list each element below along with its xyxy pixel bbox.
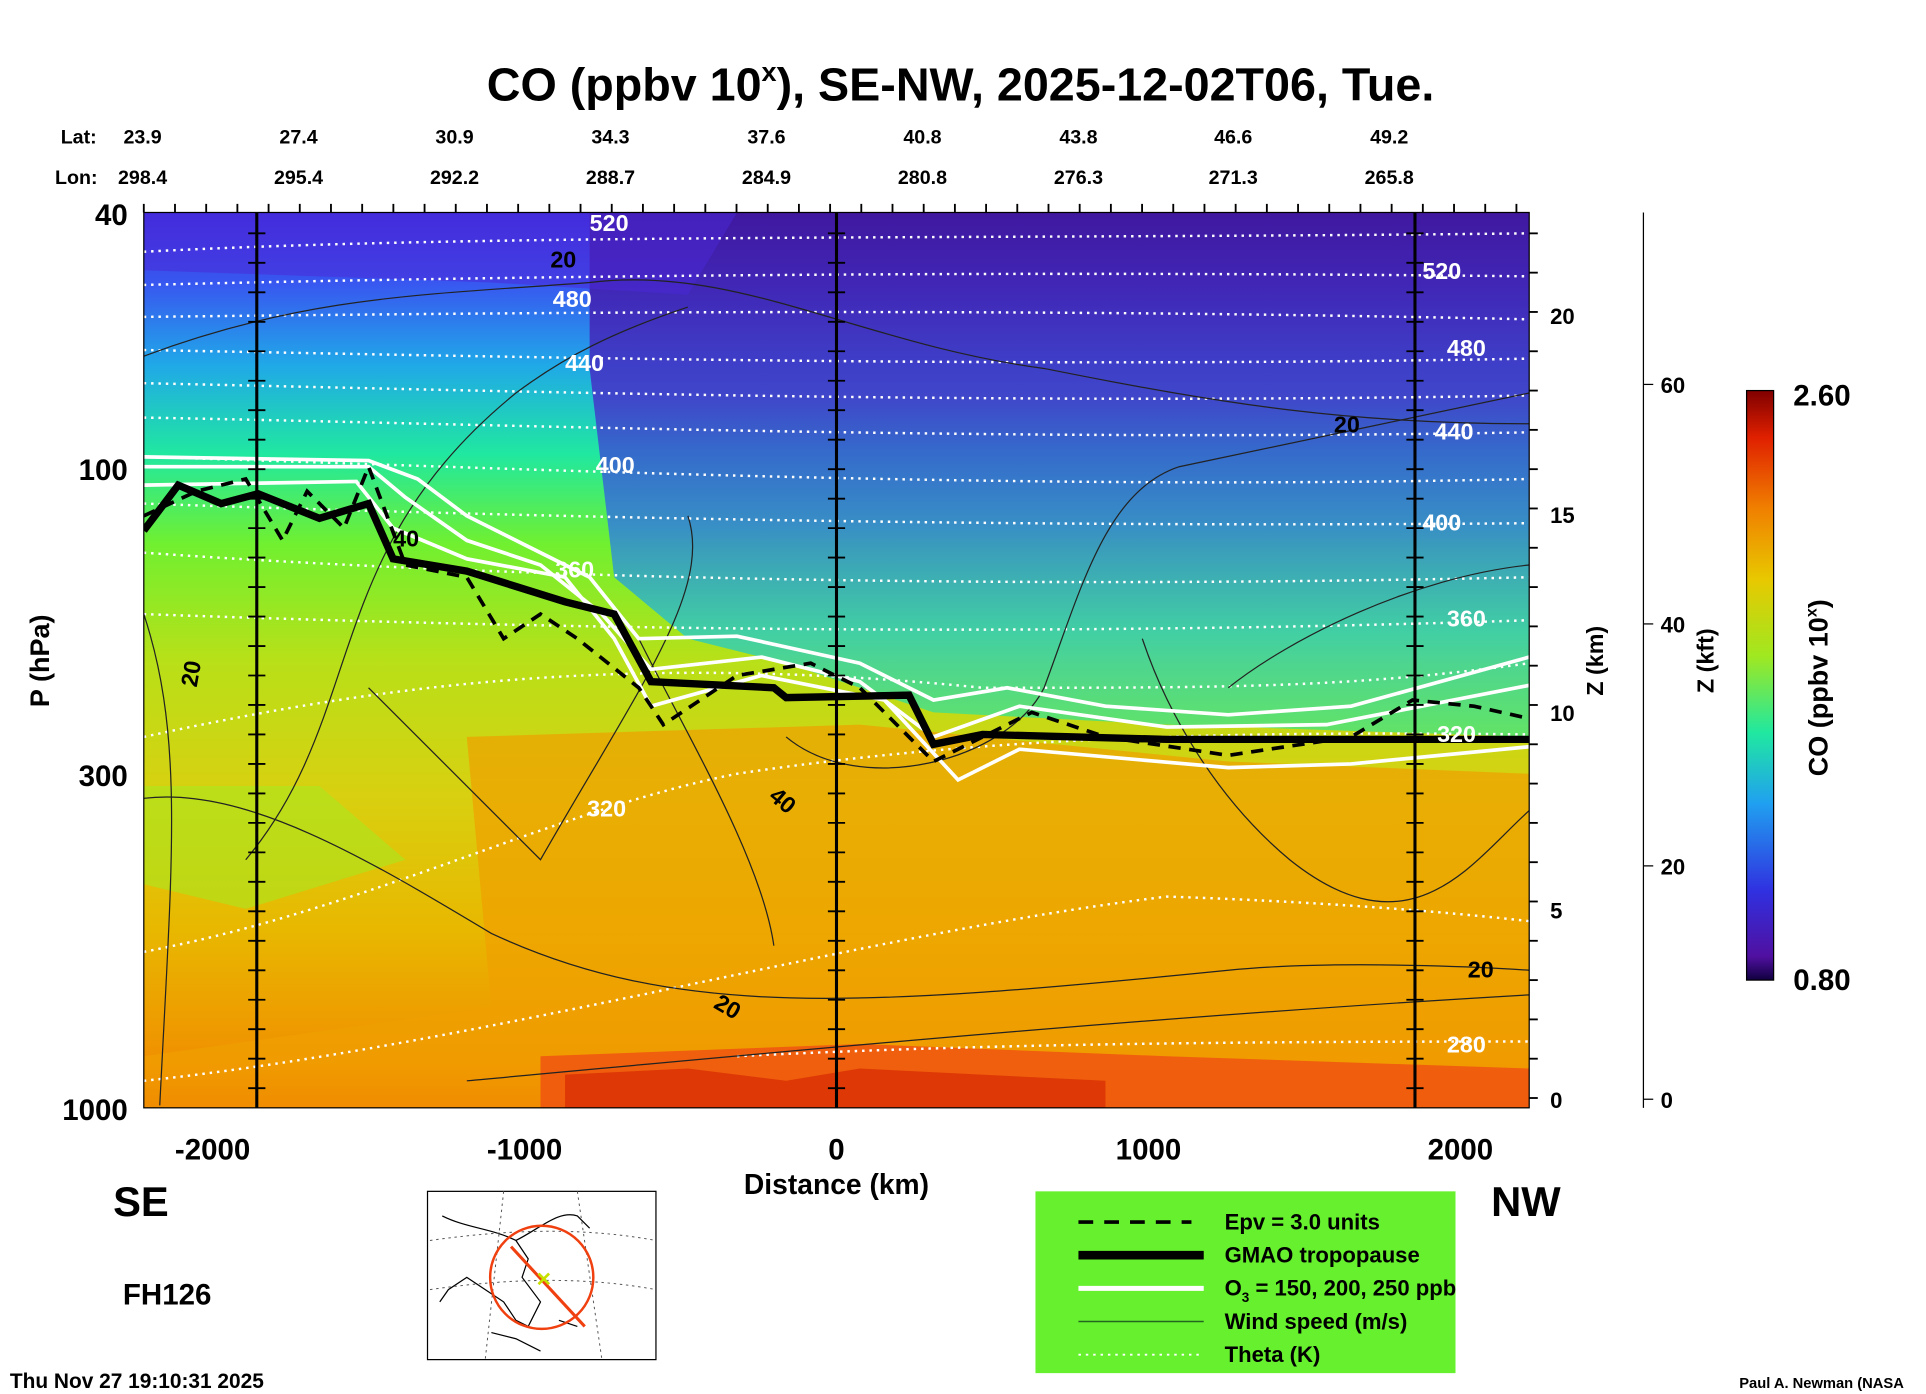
lat-value: 23.9 — [123, 127, 161, 149]
lon-value: 298.4 — [118, 167, 167, 189]
z-kft-tick: 0 — [1661, 1088, 1673, 1113]
lat-value: 40.8 — [903, 127, 941, 149]
lon-value: 271.3 — [1209, 167, 1258, 189]
x-tick-label: 1000 — [1116, 1133, 1182, 1166]
theta-label: 480 — [553, 286, 592, 312]
wind-label: 20 — [176, 659, 206, 689]
theta-label: 520 — [590, 210, 629, 236]
theta-label: 400 — [596, 452, 635, 478]
theta-label: 360 — [555, 556, 594, 582]
theta-label: 480 — [1447, 335, 1486, 361]
lon-value: 276.3 — [1054, 167, 1103, 189]
forecast-hour: FH126 — [123, 1278, 211, 1311]
lat-value: 30.9 — [435, 127, 473, 149]
ozone-contours — [143, 455, 1530, 783]
legend-wind: Wind speed (m/s) — [1225, 1309, 1408, 1334]
wind-label: 40 — [393, 526, 419, 552]
theta-label: 360 — [1447, 605, 1486, 631]
lat-value: 27.4 — [279, 127, 317, 149]
theta-label: 440 — [1435, 419, 1474, 445]
z-kft-tick: 60 — [1661, 373, 1686, 398]
z-km-tick: 0 — [1550, 1088, 1562, 1113]
legend-theta: Theta (K) — [1225, 1342, 1321, 1367]
lat-value: 37.6 — [747, 127, 785, 149]
z-km-label: Z (km) — [1582, 626, 1608, 696]
legend-tropopause: GMAO tropopause — [1225, 1243, 1420, 1268]
lat-value: 49.2 — [1370, 127, 1408, 149]
y-axis-label: P (hPa) — [25, 614, 55, 707]
y-tick-label: 1000 — [62, 1094, 128, 1127]
credit: Paul A. Newman (NASA — [1739, 1376, 1904, 1392]
lon-value: 284.9 — [742, 167, 791, 189]
x-tick-label: 2000 — [1428, 1133, 1494, 1166]
wind-label: 20 — [1334, 411, 1360, 437]
lat-value: 34.3 — [591, 127, 629, 149]
z-kft-tick: 40 — [1661, 613, 1686, 638]
lat-value: 46.6 — [1214, 127, 1252, 149]
z-km-tick: 5 — [1550, 899, 1562, 924]
colorbar-label: CO (ppbv 10x) — [1804, 599, 1834, 776]
x-tick-label: 0 — [828, 1133, 844, 1166]
lat-lon-header: Lat: Lon: 23.9 27.4 30.9 34.3 37.6 40.8 … — [55, 127, 1414, 190]
x-tick-label: -1000 — [487, 1133, 562, 1166]
theta-label: 440 — [565, 350, 604, 376]
se-label: SE — [113, 1178, 169, 1225]
chart-title: CO (ppbv 10x), SE-NW, 2025-12-02T06, Tue… — [487, 57, 1435, 111]
theta-label: 320 — [587, 796, 626, 822]
wind-speed-contours — [143, 279, 1530, 1106]
theta-label: 400 — [1422, 510, 1461, 536]
plot-frame — [143, 211, 1530, 1109]
legend: Epv = 3.0 units GMAO tropopause O3 = 150… — [1035, 1191, 1457, 1374]
lat-value: 43.8 — [1059, 127, 1097, 149]
z-kft-tick: 20 — [1661, 854, 1686, 879]
map-inset: ✕ — [426, 1190, 657, 1361]
tropopause-line — [143, 480, 1530, 749]
theta-contours — [143, 232, 1530, 1083]
lat-lon-markers — [255, 212, 1417, 1108]
lon-value: 288.7 — [586, 167, 635, 189]
wind-label: 20 — [1468, 957, 1494, 983]
z-km-tick: 10 — [1550, 701, 1575, 726]
z-km-tick: 20 — [1550, 304, 1575, 329]
legend-epv: Epv = 3.0 units — [1225, 1209, 1380, 1234]
timestamp: Thu Nov 27 19:10:31 2025 — [10, 1370, 264, 1393]
colorbar-min: 0.80 — [1793, 964, 1850, 997]
lat-label: Lat: — [61, 127, 97, 149]
theta-label: 520 — [1422, 258, 1461, 284]
theta-label: 320 — [1437, 721, 1476, 747]
epv-contour — [143, 461, 1530, 764]
lon-value: 295.4 — [274, 167, 323, 189]
lon-value: 265.8 — [1365, 167, 1414, 189]
y-tick-label: 100 — [79, 454, 128, 487]
lon-value: 280.8 — [898, 167, 947, 189]
x-tick-label: -2000 — [175, 1133, 250, 1166]
nw-label: NW — [1491, 1178, 1561, 1225]
x-axis-label: Distance (km) — [744, 1168, 929, 1200]
z-km-tick: 15 — [1550, 503, 1575, 528]
y-tick-label: 300 — [79, 760, 128, 793]
wind-label: 20 — [550, 247, 576, 273]
z-kft-label: Z (kft) — [1692, 628, 1718, 693]
legend-ozone: O3 = 150, 200, 250 ppb — [1225, 1276, 1457, 1305]
theta-label: 280 — [1447, 1032, 1486, 1058]
colorbar-max: 2.60 — [1793, 379, 1850, 412]
y-tick-label: 40 — [95, 199, 128, 232]
colorbar — [1745, 389, 1775, 981]
center-marker-icon: ✕ — [536, 1269, 552, 1291]
lon-value: 292.2 — [430, 167, 479, 189]
lon-label: Lon: — [55, 167, 98, 189]
